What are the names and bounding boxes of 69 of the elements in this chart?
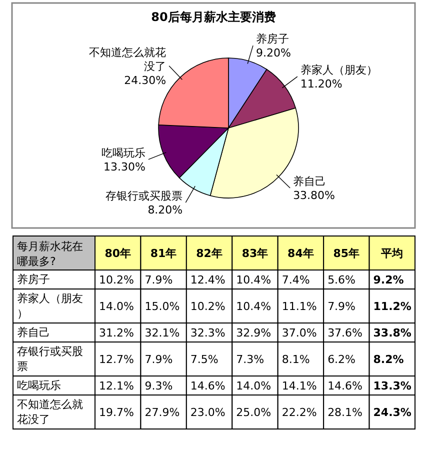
data-label: 11.2%: [373, 300, 412, 313]
data-label: 24.3%: [373, 406, 412, 419]
data-label: 7.9%: [144, 353, 173, 366]
data-label: 8.20%: [148, 204, 183, 217]
x-tick-label: 83年: [242, 247, 268, 260]
y-tick-label: 养自己: [17, 326, 50, 339]
data-label: 32.1%: [144, 326, 180, 340]
data-label: 7.9%: [328, 300, 356, 313]
y-tick-label: 存银行或买股票: [17, 345, 83, 373]
x-tick-label: 85年: [333, 247, 360, 260]
data-label: 9.2%: [373, 274, 404, 286]
data-label: 28.1%: [328, 406, 363, 419]
data-label: 7.3%: [236, 353, 264, 366]
data-label: 5.6%: [328, 274, 356, 286]
data-label: 10.4%: [236, 274, 272, 286]
data-label: 13.30%: [103, 160, 146, 174]
chart-title: 每月薪水花在哪最多?: [17, 240, 83, 268]
data-label: 6.2%: [328, 353, 356, 366]
data-label: 33.80%: [293, 189, 336, 202]
y-tick-label: 不知道怎么就花没了: [17, 398, 83, 426]
data-label: 37.0%: [282, 326, 317, 340]
data-label: 11.20%: [300, 78, 342, 91]
slice-label: 不知道怎么就花没了: [89, 46, 166, 73]
data-label: 22.2%: [282, 406, 317, 419]
data-label: 32.3%: [190, 326, 226, 340]
data-label: 12.1%: [99, 380, 134, 392]
slice-label: 吃喝玩乐: [101, 146, 146, 160]
slice-label: 存银行或买股票: [106, 190, 183, 203]
data-label: 8.2%: [373, 353, 404, 366]
data-label: 14.6%: [328, 380, 363, 392]
data-label: 31.2%: [99, 326, 134, 340]
data-label: 14.1%: [282, 380, 317, 392]
x-tick-label: 82年: [196, 247, 222, 260]
slice-label: 养房子: [256, 32, 290, 46]
data-label: 9.3%: [144, 380, 173, 392]
y-tick-label: 养家人（朋友）: [17, 292, 83, 320]
chart-title: 80后每月薪水主要消费: [151, 10, 276, 24]
data-label: 23.0%: [190, 406, 226, 419]
data-label: 10.2%: [190, 300, 226, 313]
data-label: 12.7%: [99, 353, 134, 366]
y-tick-label: 吃喝玩乐: [17, 379, 61, 392]
data-label: 15.0%: [144, 300, 180, 313]
data-label: 7.4%: [282, 274, 310, 286]
slice-label: 养家人（朋友）: [300, 64, 378, 77]
data-label: 8.1%: [282, 353, 310, 366]
data-label: 19.7%: [99, 406, 134, 419]
data-label: 33.8%: [373, 326, 412, 340]
slice-label: 养自己: [293, 175, 326, 188]
data-label: 7.9%: [144, 274, 173, 286]
data-label: 14.6%: [190, 380, 226, 392]
data-label: 12.4%: [190, 274, 226, 286]
data-label: 37.6%: [328, 326, 363, 340]
data-label: 24.30%: [124, 74, 166, 87]
data-label: 11.1%: [282, 300, 317, 313]
data-label: 14.0%: [236, 380, 272, 392]
data-label: 32.9%: [236, 326, 272, 340]
data-label: 14.0%: [99, 300, 134, 313]
x-tick-label: 81年: [150, 247, 177, 260]
data-label: 25.0%: [236, 406, 272, 419]
data-label: 7.5%: [190, 353, 218, 366]
data-label: 9.20%: [256, 46, 291, 60]
data-label: 27.9%: [144, 406, 180, 419]
y-tick-label: 养房子: [17, 273, 50, 286]
data-label: 10.2%: [99, 274, 134, 286]
data-label: 13.3%: [373, 380, 412, 392]
x-tick-label: 平均: [380, 247, 404, 260]
x-tick-label: 84年: [288, 247, 314, 260]
x-tick-label: 80年: [104, 247, 132, 260]
data-label: 10.4%: [236, 300, 272, 313]
